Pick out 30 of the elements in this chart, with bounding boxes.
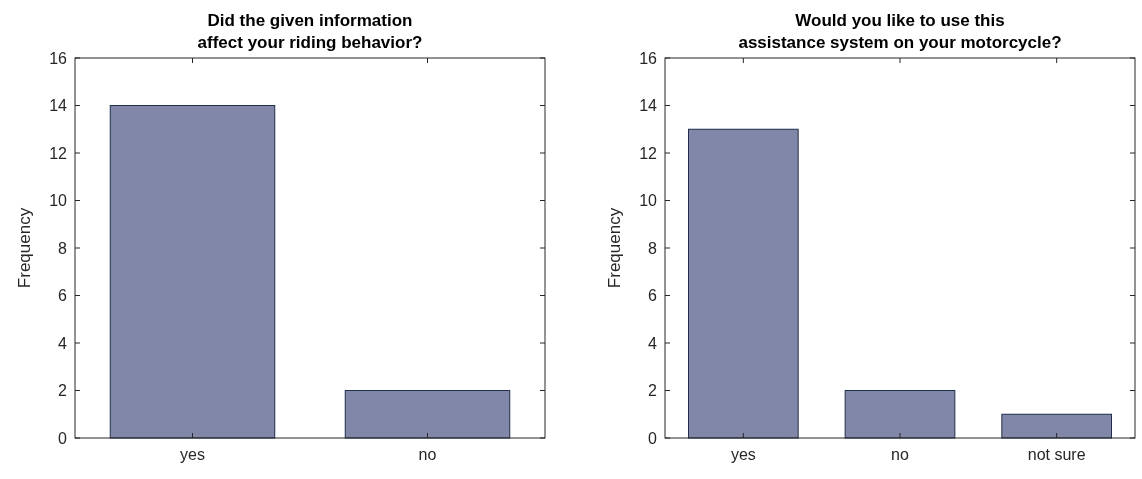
y-tick-label: 12 [639,144,658,162]
y-tick-label: 16 [49,49,68,67]
y-axis-title: Frequency [605,207,624,289]
y-tick-label: 0 [648,429,658,447]
x-tick-label: yes [180,446,205,463]
x-tick-label: no [891,446,909,463]
x-tick-label: no [418,446,437,463]
y-axis-title: Frequency [15,207,34,289]
y-tick-label: 14 [49,97,68,115]
bar [1001,413,1112,439]
y-tick-label: 2 [58,382,68,400]
y-tick-label: 8 [58,239,68,257]
y-tick-label: 8 [648,239,658,257]
x-tick-label: not sure [1027,446,1086,463]
y-tick-label: 12 [49,144,68,162]
y-tick-label: 4 [58,334,68,352]
chart-title: Did the given information affect your riding behavior? [197,11,423,52]
y-tick-label: 10 [49,192,68,210]
y-tick-label: 16 [639,49,658,67]
bar [688,128,799,439]
y-tick-label: 0 [58,429,68,447]
y-tick-label: 6 [58,287,68,305]
y-tick-label: 4 [648,334,658,352]
y-tick-label: 14 [639,97,658,115]
chart-title: Would you like to use this assistance system on your motorcycle? [738,11,1062,52]
y-tick-label: 2 [648,382,658,400]
y-tick-label: 6 [648,287,658,305]
x-tick-label: yes [730,446,756,463]
bar [844,390,956,439]
y-tick-label: 10 [639,192,658,210]
